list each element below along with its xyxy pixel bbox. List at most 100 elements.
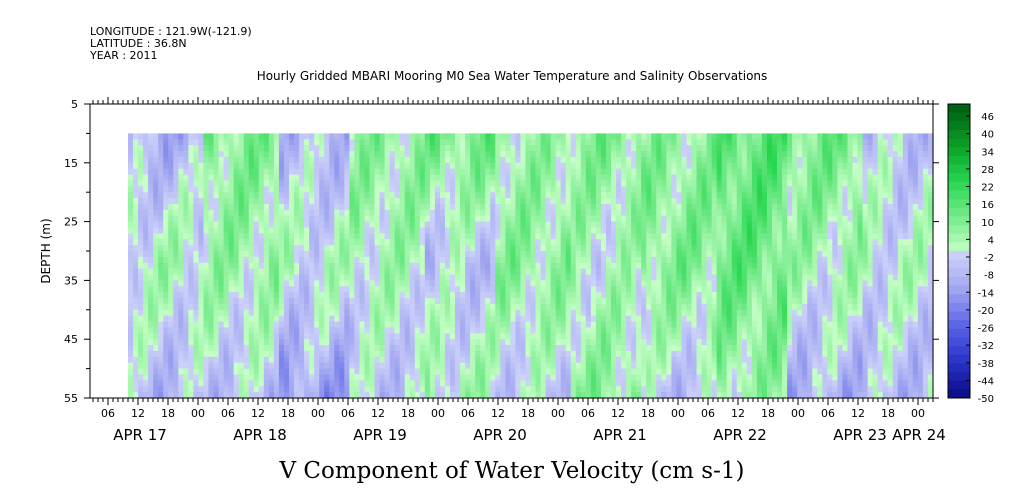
heatmap-cell	[419, 168, 426, 176]
heatmap-cell	[133, 333, 139, 340]
heatmap-cell	[243, 239, 250, 246]
heatmap-cell	[555, 192, 562, 199]
heatmap-cell	[213, 256, 220, 264]
heatmap-cell	[661, 233, 667, 240]
heatmap-cell	[490, 180, 496, 187]
heatmap-cell	[455, 262, 461, 270]
heatmap-cell	[384, 345, 391, 352]
heatmap-cell	[399, 380, 406, 387]
heatmap-cell	[339, 186, 345, 193]
heatmap-cell	[349, 321, 356, 329]
heatmap-cell	[258, 327, 265, 334]
heatmap-cell	[490, 168, 496, 176]
heatmap-cell	[590, 221, 597, 229]
heatmap-cell	[605, 298, 612, 305]
heatmap-cell	[490, 345, 496, 352]
heatmap-cell	[128, 280, 134, 287]
heatmap-cell	[616, 215, 622, 223]
heatmap-cell	[379, 233, 386, 240]
heatmap-cell	[233, 186, 240, 193]
heatmap-cell	[188, 374, 195, 381]
heatmap-cell	[641, 321, 647, 329]
heatmap-cell	[485, 386, 491, 393]
heatmap-cell	[198, 303, 205, 311]
heatmap-cell	[590, 386, 597, 393]
heatmap-cell	[329, 303, 335, 311]
heatmap-cell	[228, 356, 235, 364]
heatmap-cell	[283, 262, 290, 270]
heatmap-cell	[616, 345, 622, 352]
heatmap-cell	[550, 339, 557, 346]
heatmap-cell	[585, 162, 592, 170]
heatmap-cell	[304, 350, 310, 358]
heatmap-cell	[505, 327, 511, 334]
heatmap-cell	[283, 333, 290, 340]
heatmap-cell	[309, 151, 315, 158]
heatmap-cell	[475, 209, 481, 217]
heatmap-cell	[148, 292, 154, 299]
heatmap-cell	[671, 221, 678, 229]
heatmap-cell	[595, 333, 602, 340]
heatmap-cell	[424, 392, 431, 399]
heatmap-cell	[485, 233, 491, 240]
heatmap-cell	[636, 239, 642, 246]
heatmap-cell	[444, 292, 451, 299]
heatmap-cell	[193, 174, 200, 182]
heatmap-cell	[500, 292, 506, 299]
heatmap-cell	[218, 256, 225, 264]
heatmap-cell	[309, 362, 315, 370]
heatmap-cell	[238, 315, 245, 323]
heatmap-cell	[434, 245, 441, 252]
heatmap-cell	[455, 333, 461, 340]
heatmap-cell	[283, 315, 290, 323]
heatmap-cell	[480, 198, 486, 205]
heatmap-cell	[168, 139, 174, 146]
heatmap-cell	[661, 292, 667, 299]
heatmap-cell	[128, 321, 134, 329]
heatmap-cell	[520, 315, 527, 323]
heatmap-cell	[178, 280, 184, 287]
heatmap-cell	[263, 156, 270, 164]
heatmap-cell	[389, 333, 396, 340]
heatmap-cell	[273, 233, 280, 240]
heatmap-cell	[616, 321, 622, 329]
heatmap-cell	[590, 198, 597, 205]
heatmap-cell	[228, 174, 235, 182]
heatmap-cell	[444, 192, 451, 199]
heatmap-cell	[661, 309, 667, 317]
heatmap-cell	[500, 315, 506, 323]
heatmap-cell	[399, 209, 406, 217]
heatmap-cell	[183, 256, 189, 264]
heatmap-cell	[354, 133, 361, 140]
heatmap-cell	[213, 386, 220, 393]
heatmap-cell	[500, 174, 506, 182]
heatmap-cell	[248, 298, 255, 305]
heatmap-cell	[329, 168, 335, 176]
heatmap-cell	[163, 192, 169, 199]
heatmap-cell	[158, 221, 164, 229]
heatmap-cell	[299, 233, 305, 240]
heatmap-cell	[636, 298, 642, 305]
heatmap-cell	[595, 174, 602, 182]
heatmap-cell	[203, 198, 210, 205]
heatmap-cell	[324, 268, 330, 276]
heatmap-cell	[173, 286, 179, 293]
heatmap-cell	[148, 139, 154, 146]
heatmap-cell	[595, 180, 602, 187]
heatmap-cell	[198, 133, 205, 140]
heatmap-cell	[475, 327, 481, 334]
heatmap-cell	[379, 239, 386, 246]
heatmap-cell	[379, 345, 386, 352]
heatmap-cell	[505, 345, 511, 352]
heatmap-cell	[223, 156, 230, 164]
heatmap-cell	[585, 209, 592, 217]
heatmap-cell	[616, 186, 622, 193]
heatmap-cell	[238, 198, 245, 205]
heatmap-cell	[480, 333, 486, 340]
heatmap-cell	[540, 162, 547, 170]
heatmap-cell	[600, 168, 607, 176]
heatmap-cell	[414, 392, 421, 399]
heatmap-cell	[636, 327, 642, 334]
heatmap-cell	[183, 350, 189, 358]
heatmap-cell	[444, 233, 451, 240]
